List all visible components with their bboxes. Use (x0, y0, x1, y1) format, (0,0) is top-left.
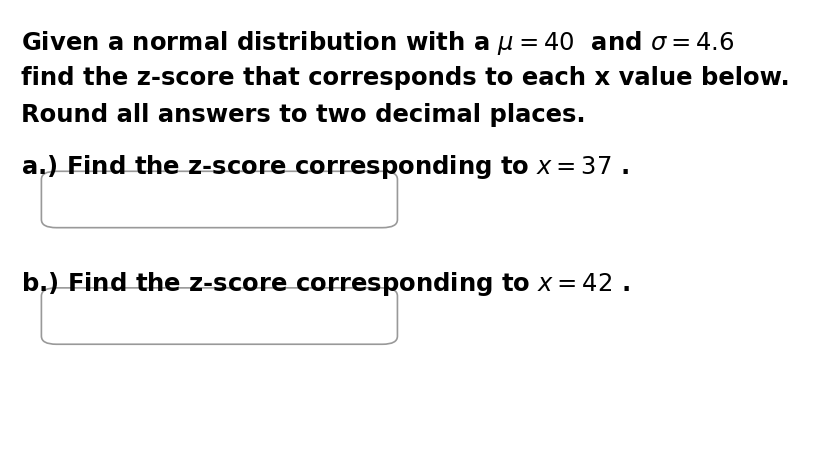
Text: b.) Find the z-score corresponding to $x = 42$ .: b.) Find the z-score corresponding to $x… (21, 270, 629, 298)
Text: Given a normal distribution with a $\mu = 40$  and $\sigma = 4.6$: Given a normal distribution with a $\mu … (21, 29, 734, 57)
Text: find the z-score that corresponds to each x value below.: find the z-score that corresponds to eac… (21, 66, 788, 90)
FancyBboxPatch shape (41, 171, 397, 228)
Text: a.) Find the z-score corresponding to $x = 37$ .: a.) Find the z-score corresponding to $x… (21, 153, 628, 181)
FancyBboxPatch shape (41, 288, 397, 344)
Text: Round all answers to two decimal places.: Round all answers to two decimal places. (21, 103, 585, 127)
